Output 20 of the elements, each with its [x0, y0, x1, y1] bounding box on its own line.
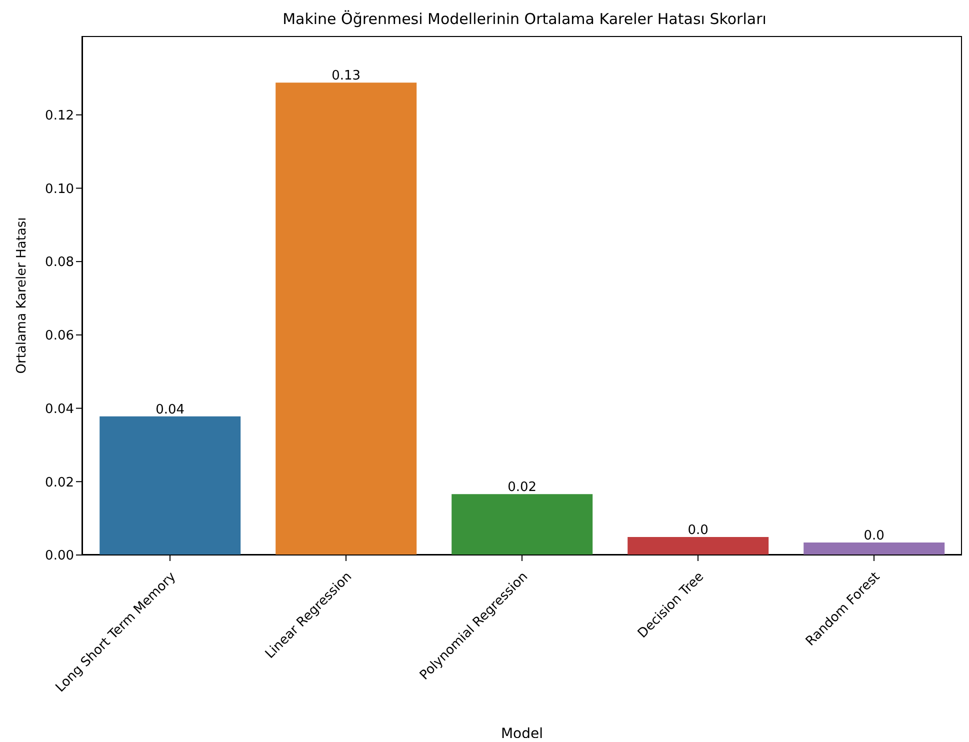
bar	[804, 542, 945, 555]
y-tick-label: 0.02	[45, 475, 74, 490]
data-label: 0.02	[508, 480, 537, 496]
chart-title: Makine Öğrenmesi Modellerinin Ortalama Kareler Hatası Skorları	[282, 10, 768, 28]
y-tick-label: 0.04	[45, 402, 74, 417]
y-tick-label: 0.08	[45, 255, 74, 270]
y-tick-label: 0.06	[45, 328, 74, 344]
bar	[628, 537, 769, 555]
data-label: 0.0	[688, 523, 708, 538]
bar	[452, 494, 593, 555]
y-tick-label: 0.00	[45, 548, 74, 564]
data-label: 0.0	[864, 528, 884, 544]
data-label: 0.04	[156, 402, 185, 418]
y-tick-label: 0.12	[45, 108, 74, 124]
bar	[276, 82, 417, 555]
x-axis-title: Model	[500, 726, 544, 742]
data-label: 0.13	[332, 68, 361, 84]
y-axis-title: Ortalama Kareler Hatası	[14, 217, 30, 374]
bar	[100, 416, 241, 555]
y-tick-label: 0.10	[45, 182, 74, 197]
